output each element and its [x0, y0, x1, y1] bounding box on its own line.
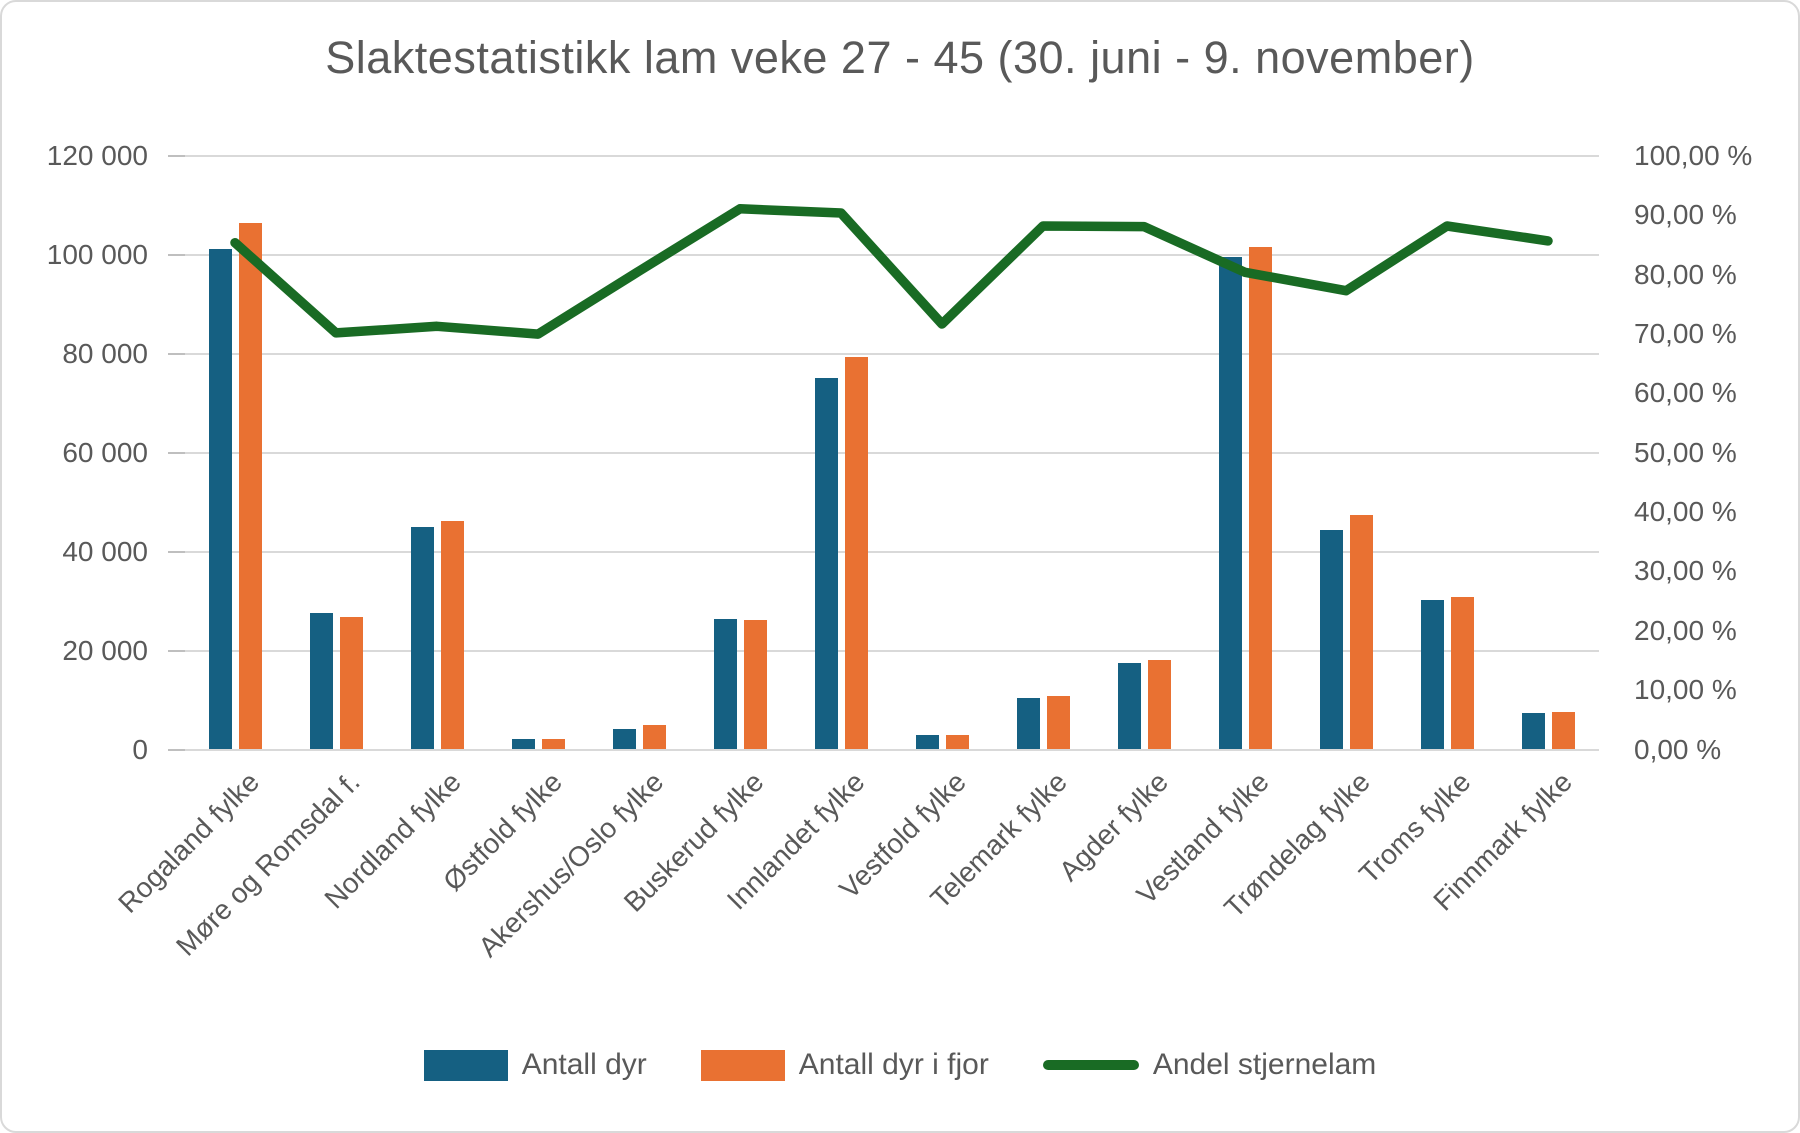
- legend-label-antall-dyr: Antall dyr: [521, 1048, 647, 1081]
- bar-antall-dyr-i-fjor: [743, 620, 767, 750]
- right-axis-label: 30,00 %: [1634, 555, 1737, 587]
- bar-antall-dyr-i-fjor: [238, 223, 262, 750]
- bar-antall-dyr-i-fjor: [945, 734, 969, 750]
- legend-item-andel-stjernelam: Andel stjernelam: [1042, 1048, 1377, 1082]
- category-label: Møre og Romsdal f.: [170, 766, 366, 962]
- left-axis-label: 40 000: [62, 535, 148, 567]
- left-axis-tick: [168, 550, 185, 553]
- bar-antall-dyr: [410, 527, 434, 750]
- gridline: [185, 451, 1599, 454]
- bar-antall-dyr-i-fjor: [1450, 596, 1474, 750]
- left-axis-tick: [168, 451, 185, 454]
- left-axis-label: 20 000: [62, 634, 148, 666]
- right-axis-label: 40,00 %: [1634, 496, 1737, 528]
- bar-antall-dyr: [1319, 530, 1343, 750]
- bar-antall-dyr-i-fjor: [1349, 515, 1373, 750]
- left-axis-label: 0: [132, 733, 148, 765]
- bar-antall-dyr: [1420, 600, 1444, 750]
- bar-antall-dyr-i-fjor: [541, 739, 565, 750]
- gridline: [185, 649, 1599, 652]
- bar-antall-dyr-i-fjor: [440, 521, 464, 750]
- bar-antall-dyr-i-fjor: [1248, 247, 1272, 750]
- left-axis-tick: [168, 748, 185, 751]
- left-axis-label: 120 000: [46, 140, 148, 171]
- left-axis-tick: [168, 352, 185, 355]
- legend-line-swatch-andel-stjernelam: [1042, 1060, 1139, 1070]
- right-axis-label: 20,00 %: [1634, 614, 1737, 646]
- bar-antall-dyr: [511, 738, 535, 750]
- bar-antall-dyr: [1016, 698, 1040, 750]
- gridline: [185, 352, 1599, 355]
- bar-antall-dyr-i-fjor: [1147, 660, 1171, 750]
- bar-antall-dyr: [915, 735, 939, 750]
- right-axis-label: 60,00 %: [1634, 377, 1737, 409]
- legend-item-antall-dyr: Antall dyr: [423, 1048, 647, 1082]
- bar-antall-dyr: [1521, 712, 1545, 750]
- bar-antall-dyr: [713, 619, 737, 750]
- left-axis-tick: [168, 649, 185, 652]
- bar-antall-dyr-i-fjor: [1551, 711, 1575, 750]
- bar-antall-dyr: [1117, 662, 1141, 750]
- bar-antall-dyr: [208, 248, 232, 750]
- bar-antall-dyr-i-fjor: [642, 725, 666, 750]
- chart-title: Slaktestatistikk lam veke 27 - 45 (30. j…: [325, 32, 1475, 83]
- legend-label-andel-stjernelam: Andel stjernelam: [1152, 1048, 1377, 1081]
- legend-label-antall-dyr-i-fjor: Antall dyr i fjor: [798, 1048, 989, 1081]
- left-axis-tick: [168, 253, 185, 256]
- left-axis-tick: [168, 155, 185, 157]
- right-axis-label: 0,00 %: [1634, 733, 1722, 765]
- left-axis-label: 60 000: [62, 436, 148, 468]
- right-axis-label: 100,00 %: [1634, 140, 1753, 171]
- legend-swatch-antall-dyr: [423, 1049, 508, 1081]
- bar-antall-dyr: [1218, 257, 1242, 750]
- bar-antall-dyr-i-fjor: [339, 616, 363, 750]
- bar-antall-dyr: [814, 378, 838, 750]
- right-axis-label: 90,00 %: [1634, 199, 1737, 231]
- gridline: [185, 748, 1599, 751]
- right-axis-label: 10,00 %: [1634, 674, 1737, 706]
- bar-antall-dyr-i-fjor: [1046, 696, 1070, 750]
- bar-antall-dyr: [612, 728, 636, 750]
- right-axis-label: 70,00 %: [1634, 318, 1737, 350]
- gridline: [185, 550, 1599, 553]
- category-label: Akershus/Oslo fylke: [472, 766, 669, 963]
- left-axis-label: 100 000: [46, 238, 148, 270]
- right-axis-label: 50,00 %: [1634, 436, 1737, 468]
- legend-item-antall-dyr-i-fjor: Antall dyr i fjor: [700, 1048, 989, 1082]
- legend: Antall dyr Antall dyr i fjor Andel stjer…: [2, 1048, 1798, 1082]
- right-axis-label: 80,00 %: [1634, 258, 1737, 290]
- gridline: [185, 155, 1599, 157]
- left-axis-label: 80 000: [62, 337, 148, 369]
- legend-swatch-antall-dyr-i-fjor: [700, 1049, 785, 1081]
- bar-antall-dyr: [309, 613, 333, 750]
- bar-antall-dyr-i-fjor: [844, 357, 868, 750]
